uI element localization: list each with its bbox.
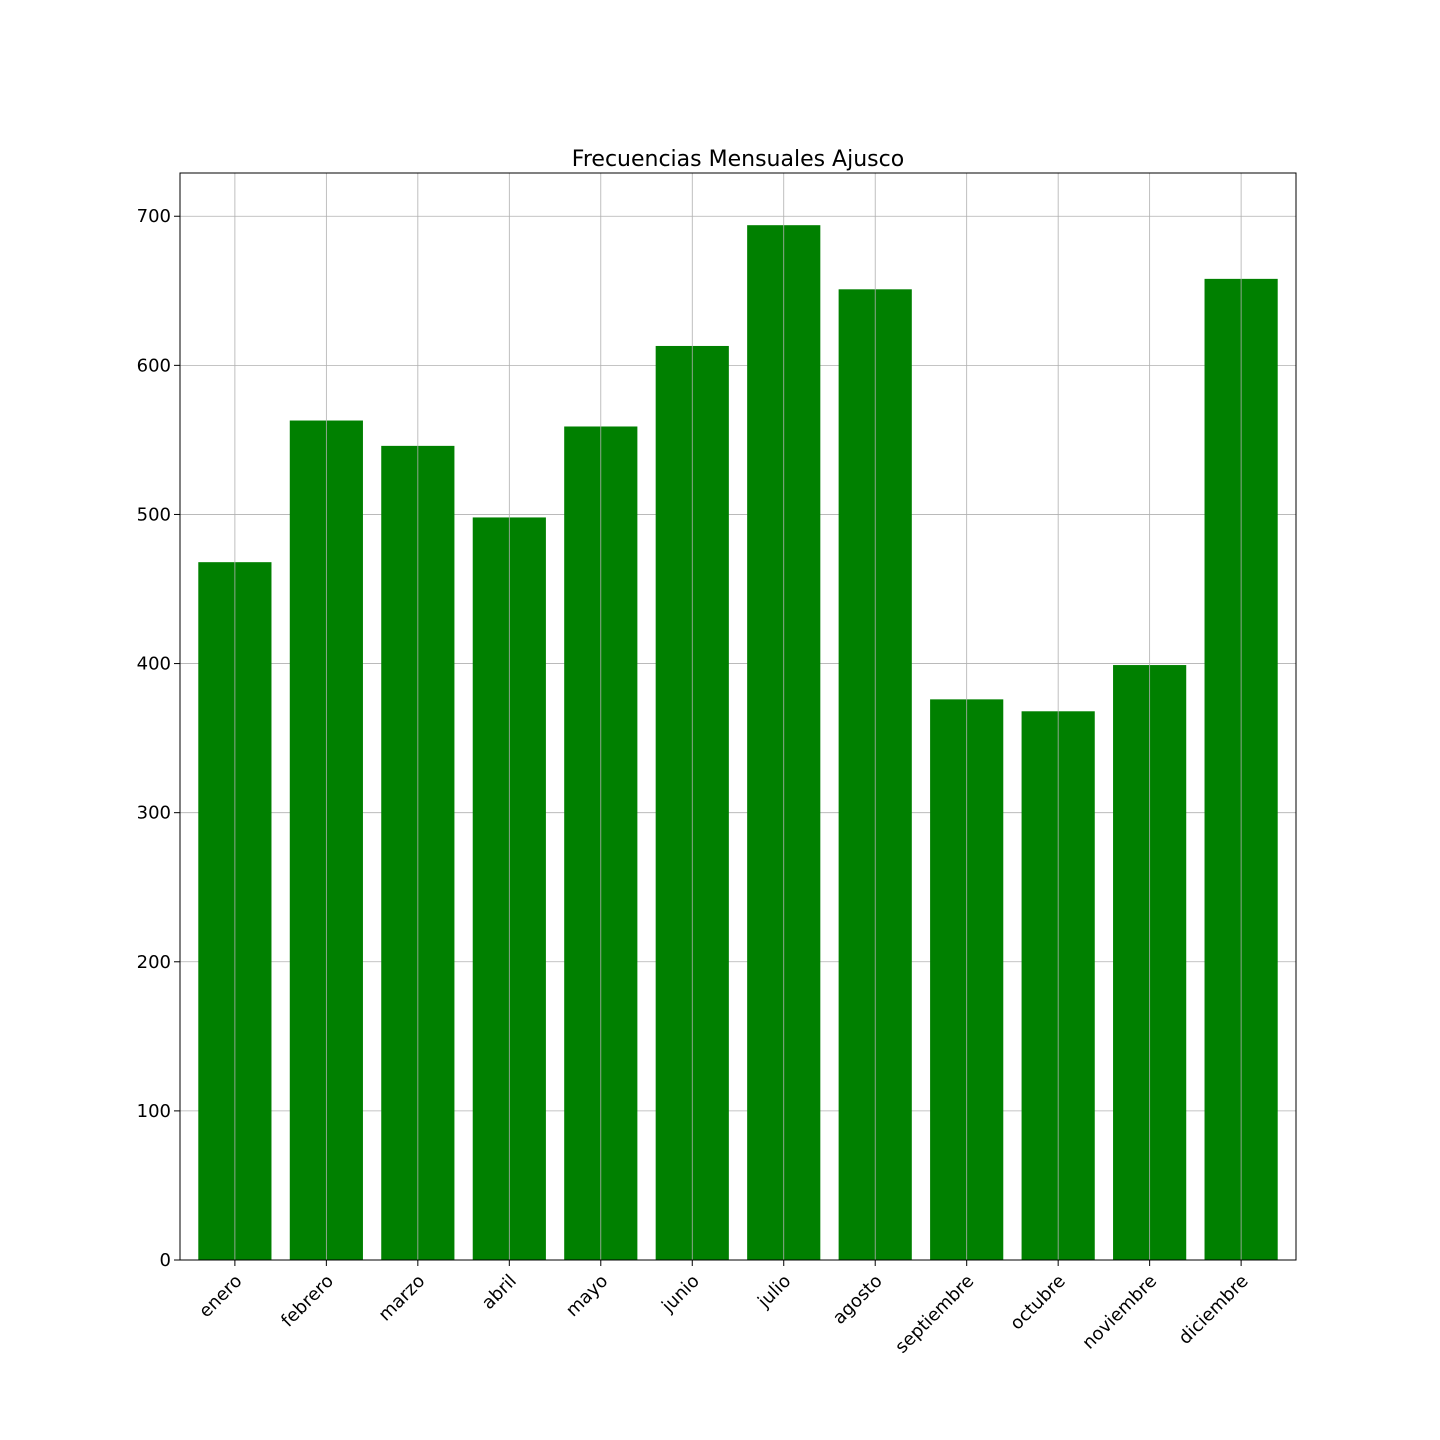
y-tick-label: 0 — [160, 1250, 171, 1271]
y-axis: 0 100 200 300 400 500 600 700 — [137, 206, 180, 1271]
plot-frame — [179, 172, 1297, 1261]
y-tick-label: 200 — [137, 952, 171, 973]
x-tick-label: abril — [478, 1271, 521, 1314]
x-tick-label: febrero — [277, 1271, 338, 1332]
y-tick-label: 400 — [137, 654, 171, 675]
x-tick-label: marzo — [375, 1271, 430, 1326]
vertical-grid-lines — [234, 173, 1242, 1260]
y-tick-label: 300 — [137, 803, 171, 824]
y-tick-label: 700 — [137, 206, 171, 227]
grid-lines — [180, 215, 1296, 1261]
y-tick-label: 600 — [137, 355, 171, 376]
x-tick-label: mayo — [562, 1271, 612, 1321]
x-tick-label: junio — [657, 1271, 704, 1318]
x-tick-label: diciembre — [1175, 1271, 1253, 1349]
y-tick-label: 500 — [137, 504, 171, 525]
x-tick-label: enero — [195, 1271, 246, 1322]
chart-title: Frecuencias Mensuales Ajusco — [572, 147, 904, 172]
x-tick-label: agosto — [829, 1271, 887, 1329]
x-tick-label: septiembre — [891, 1271, 978, 1358]
y-tick-label: 100 — [137, 1101, 171, 1122]
x-tick-label: octubre — [1006, 1271, 1070, 1335]
x-tick-label: julio — [753, 1271, 795, 1313]
bars — [198, 225, 1278, 1261]
x-tick-label: noviembre — [1078, 1271, 1161, 1354]
x-axis: enero febrero marzo abril mayo junio julio agos… — [195, 1260, 1253, 1358]
